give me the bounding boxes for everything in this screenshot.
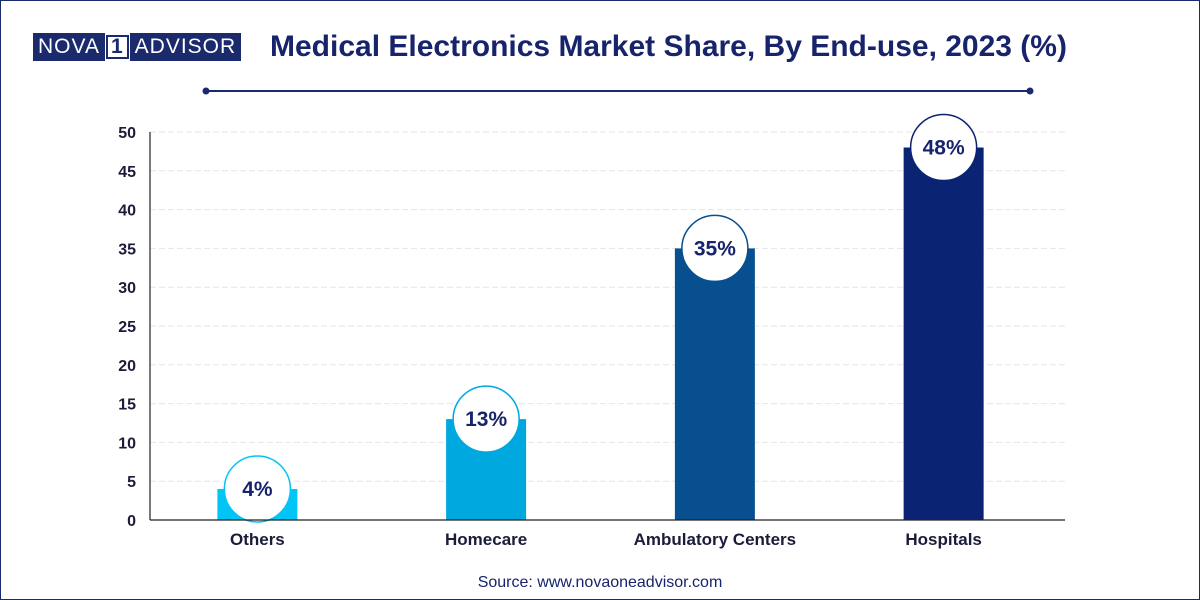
logo-text-right: ADVISOR <box>129 33 242 61</box>
y-tick-label: 45 <box>118 164 136 181</box>
x-tick-label: Homecare <box>445 530 527 549</box>
source-note: Source: www.novaoneadvisor.com <box>477 574 723 591</box>
y-tick-label: 35 <box>118 241 136 258</box>
axes <box>149 132 1065 521</box>
bar-hospitals <box>903 147 984 520</box>
bars: 4% 13% 35% 48% <box>217 113 984 523</box>
data-label: 4% <box>242 478 273 501</box>
data-label-badge <box>452 385 520 453</box>
data-label: 35% <box>694 237 736 260</box>
y-axis-ticks: 0 5 10 15 20 25 30 35 40 45 50 <box>118 125 136 530</box>
data-label-badge <box>223 455 292 523</box>
nova-one-advisor-logo: NOVA 1 ADVISOR <box>33 33 242 61</box>
title-divider <box>202 87 1034 95</box>
logo-digit: 1 <box>105 35 129 59</box>
chart-title: Medical Electronics Market Share, By End… <box>270 30 1067 63</box>
y-tick-label: 40 <box>118 203 136 220</box>
x-tick-label: Others <box>230 530 285 549</box>
y-tick-label: 25 <box>118 319 136 336</box>
x-tick-label: Ambulatory Centers <box>634 530 796 549</box>
logo-text-left: NOVA <box>33 33 105 61</box>
x-axis-labels: Others Homecare Ambulatory Centers Hospital… <box>230 530 982 549</box>
y-tick-label: 0 <box>127 513 136 530</box>
y-tick-label: 15 <box>118 397 136 414</box>
data-label: 48% <box>923 137 965 160</box>
y-tick-label: 5 <box>127 474 136 491</box>
y-tick-label: 50 <box>118 125 136 142</box>
bar-ambulatory-centers <box>674 248 755 520</box>
y-tick-label: 20 <box>118 358 136 375</box>
data-label-badge <box>909 113 978 182</box>
y-tick-label: 10 <box>118 435 136 452</box>
data-label-badge <box>681 214 749 283</box>
x-tick-label: Hospitals <box>905 530 982 549</box>
y-tick-label: 30 <box>118 280 136 297</box>
data-label: 13% <box>465 408 507 431</box>
